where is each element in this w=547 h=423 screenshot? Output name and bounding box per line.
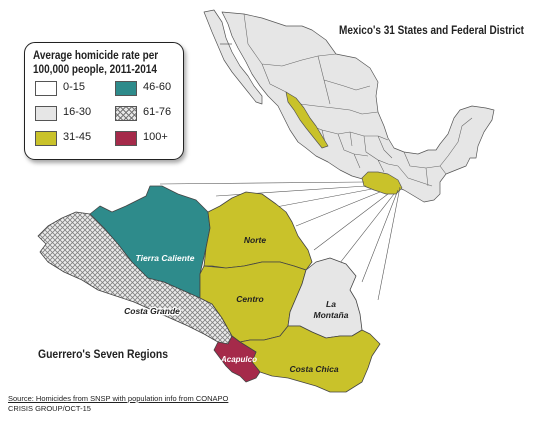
label-costa-chica: Costa Chica xyxy=(289,364,338,374)
legend-label-0-15: 0-15 xyxy=(63,81,86,93)
mexico-map xyxy=(203,9,495,203)
label-centro: Centro xyxy=(236,294,263,304)
legend-swatch-31-45 xyxy=(35,131,57,146)
legend-label-46-60: 46-60 xyxy=(143,81,172,93)
label-norte: Norte xyxy=(244,235,266,245)
legend-swatch-46-60 xyxy=(115,81,137,96)
legend-title-line1: Average homicide rate per xyxy=(33,48,159,62)
guerrero-state-small xyxy=(361,171,403,195)
legend-title-line2: 100,000 people, 2011-2014 xyxy=(33,62,157,76)
label-tierra-caliente: Tierra Caliente xyxy=(136,253,195,263)
connector-lines xyxy=(159,181,401,301)
legend-label-16-30: 16-30 xyxy=(63,106,92,118)
label-la-montana-line1: La xyxy=(326,299,336,309)
source-note: Source: Homicides from SNSP with populat… xyxy=(8,394,228,414)
mexico-map-title: Mexico's 31 States and Federal District xyxy=(339,25,524,37)
legend-label-100-plus: 100+ xyxy=(143,131,168,143)
guerrero-map xyxy=(37,185,381,393)
label-la-montana-line2: Montaña xyxy=(314,310,349,320)
legend-title: Average homicide rate per 100,000 people… xyxy=(33,48,159,76)
legend-swatch-100-plus xyxy=(115,131,137,146)
legend-label-61-76: 61-76 xyxy=(143,106,172,118)
baja-california xyxy=(203,9,263,105)
label-acapulco: Acapulco xyxy=(220,355,257,364)
credit-line: CRISIS GROUP/OCT-15 xyxy=(8,404,91,413)
region-norte xyxy=(203,191,313,271)
source-line: Source: Homicides from SNSP with populat… xyxy=(8,394,229,403)
region-costa-chica xyxy=(239,325,381,393)
legend-label-31-45: 31-45 xyxy=(63,131,92,143)
legend-box: Average homicide rate per 100,000 people… xyxy=(24,42,184,160)
legend-swatch-0-15 xyxy=(35,81,57,96)
guerrero-map-title: Guerrero's Seven Regions xyxy=(38,349,168,361)
mexico-mainland xyxy=(221,11,495,203)
legend-swatch-61-76 xyxy=(115,106,137,121)
legend-swatch-16-30 xyxy=(35,106,57,121)
label-costa-grande: Costa Grande xyxy=(124,306,180,316)
sinaloa-state xyxy=(285,91,329,149)
state-borders xyxy=(243,13,473,187)
region-acapulco xyxy=(213,335,261,383)
